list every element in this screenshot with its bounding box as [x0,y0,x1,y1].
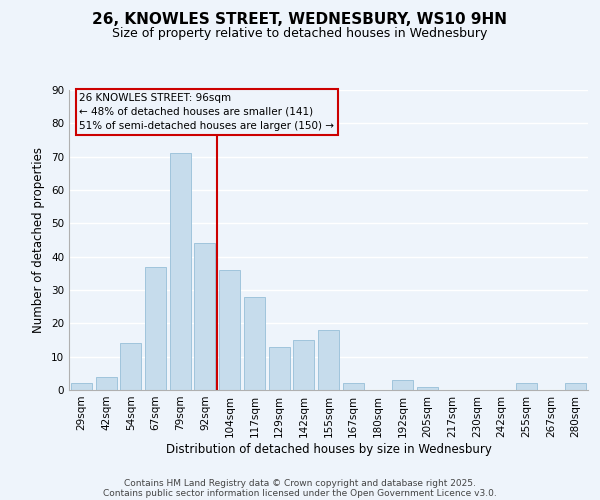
Bar [565,384,586,390]
X-axis label: Distribution of detached houses by size in Wednesbury: Distribution of detached houses by size … [166,442,491,456]
Bar [293,340,314,390]
Bar [120,344,141,390]
Bar [417,386,438,390]
Bar [219,270,240,390]
Text: 26, KNOWLES STREET, WEDNESBURY, WS10 9HN: 26, KNOWLES STREET, WEDNESBURY, WS10 9HN [92,12,508,28]
Bar [318,330,339,390]
Y-axis label: Number of detached properties: Number of detached properties [32,147,46,333]
Bar [71,384,92,390]
Text: Contains HM Land Registry data © Crown copyright and database right 2025.: Contains HM Land Registry data © Crown c… [124,478,476,488]
Text: Size of property relative to detached houses in Wednesbury: Size of property relative to detached ho… [112,28,488,40]
Bar [194,244,215,390]
Bar [244,296,265,390]
Bar [145,266,166,390]
Bar [392,380,413,390]
Text: 26 KNOWLES STREET: 96sqm
← 48% of detached houses are smaller (141)
51% of semi-: 26 KNOWLES STREET: 96sqm ← 48% of detach… [79,93,334,131]
Bar [170,154,191,390]
Text: Contains public sector information licensed under the Open Government Licence v3: Contains public sector information licen… [103,488,497,498]
Bar [516,384,537,390]
Bar [269,346,290,390]
Bar [343,384,364,390]
Bar [95,376,116,390]
